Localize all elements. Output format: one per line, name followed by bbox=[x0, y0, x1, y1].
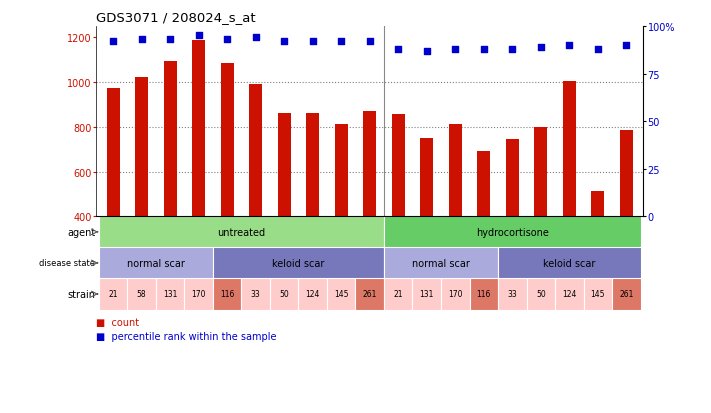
Bar bbox=[127, 279, 156, 310]
Point bbox=[621, 43, 632, 49]
Point bbox=[193, 33, 204, 40]
Text: normal scar: normal scar bbox=[412, 258, 470, 268]
Bar bbox=[335, 125, 348, 306]
Bar bbox=[612, 279, 641, 310]
Bar bbox=[363, 112, 376, 306]
Text: 50: 50 bbox=[279, 290, 289, 299]
Bar bbox=[164, 62, 176, 306]
Bar bbox=[449, 125, 461, 306]
Bar bbox=[384, 217, 641, 248]
Point bbox=[392, 46, 404, 53]
Text: keloid scar: keloid scar bbox=[272, 258, 325, 268]
Bar bbox=[107, 88, 119, 306]
Bar bbox=[270, 279, 299, 310]
Bar bbox=[535, 128, 547, 306]
Text: 124: 124 bbox=[562, 290, 577, 299]
Point bbox=[250, 35, 262, 42]
Point bbox=[507, 46, 518, 53]
Point bbox=[136, 37, 147, 43]
Text: 124: 124 bbox=[306, 290, 320, 299]
Text: hydrocortisone: hydrocortisone bbox=[476, 227, 549, 237]
Bar bbox=[99, 279, 127, 310]
Text: GDS3071 / 208024_s_at: GDS3071 / 208024_s_at bbox=[96, 11, 256, 24]
Text: disease state: disease state bbox=[39, 259, 95, 268]
Text: agent: agent bbox=[67, 227, 95, 237]
Text: 21: 21 bbox=[108, 290, 118, 299]
Text: 170: 170 bbox=[448, 290, 463, 299]
Bar bbox=[506, 140, 519, 306]
Bar bbox=[220, 64, 234, 306]
Bar bbox=[278, 114, 291, 306]
Text: normal scar: normal scar bbox=[127, 258, 185, 268]
Point bbox=[592, 46, 604, 53]
Bar bbox=[412, 279, 441, 310]
Point bbox=[478, 46, 489, 53]
Text: 50: 50 bbox=[536, 290, 545, 299]
Text: 116: 116 bbox=[476, 290, 491, 299]
Text: 21: 21 bbox=[393, 290, 403, 299]
Bar bbox=[384, 248, 498, 279]
Text: ■  percentile rank within the sample: ■ percentile rank within the sample bbox=[96, 331, 277, 341]
Text: 33: 33 bbox=[251, 290, 260, 299]
Text: 261: 261 bbox=[619, 290, 634, 299]
Point bbox=[336, 39, 347, 45]
Bar bbox=[184, 279, 213, 310]
Bar bbox=[327, 279, 356, 310]
Text: keloid scar: keloid scar bbox=[543, 258, 596, 268]
Text: ■  count: ■ count bbox=[96, 317, 139, 327]
Text: 58: 58 bbox=[137, 290, 146, 299]
Bar bbox=[135, 78, 148, 306]
Bar bbox=[192, 41, 205, 306]
Point bbox=[221, 37, 232, 43]
Text: 131: 131 bbox=[419, 290, 434, 299]
Bar bbox=[213, 248, 384, 279]
Bar bbox=[498, 248, 641, 279]
Bar bbox=[99, 248, 213, 279]
Bar bbox=[469, 279, 498, 310]
Point bbox=[279, 39, 290, 45]
Text: 131: 131 bbox=[163, 290, 177, 299]
Bar bbox=[213, 279, 242, 310]
Bar bbox=[620, 131, 633, 306]
Bar bbox=[555, 279, 584, 310]
Point bbox=[164, 37, 176, 43]
Bar bbox=[306, 114, 319, 306]
Bar bbox=[392, 115, 405, 306]
Bar bbox=[242, 279, 270, 310]
Bar bbox=[477, 152, 490, 306]
Point bbox=[307, 39, 319, 45]
Bar bbox=[498, 279, 527, 310]
Bar bbox=[384, 279, 412, 310]
Bar bbox=[584, 279, 612, 310]
Bar bbox=[356, 279, 384, 310]
Point bbox=[535, 45, 547, 51]
Bar bbox=[299, 279, 327, 310]
Bar bbox=[250, 85, 262, 306]
Text: 145: 145 bbox=[591, 290, 605, 299]
Bar bbox=[592, 191, 604, 306]
Text: 145: 145 bbox=[334, 290, 348, 299]
Bar bbox=[441, 279, 469, 310]
Text: untreated: untreated bbox=[218, 227, 265, 237]
Bar bbox=[99, 217, 384, 248]
Text: strain: strain bbox=[68, 289, 95, 299]
Text: 170: 170 bbox=[191, 290, 206, 299]
Point bbox=[449, 46, 461, 53]
Point bbox=[564, 43, 575, 49]
Bar bbox=[420, 139, 433, 306]
Bar bbox=[156, 279, 184, 310]
Bar bbox=[527, 279, 555, 310]
Point bbox=[421, 48, 432, 55]
Point bbox=[364, 39, 375, 45]
Bar bbox=[563, 82, 576, 306]
Text: 116: 116 bbox=[220, 290, 235, 299]
Point bbox=[107, 39, 119, 45]
Text: 261: 261 bbox=[363, 290, 377, 299]
Text: 33: 33 bbox=[508, 290, 517, 299]
